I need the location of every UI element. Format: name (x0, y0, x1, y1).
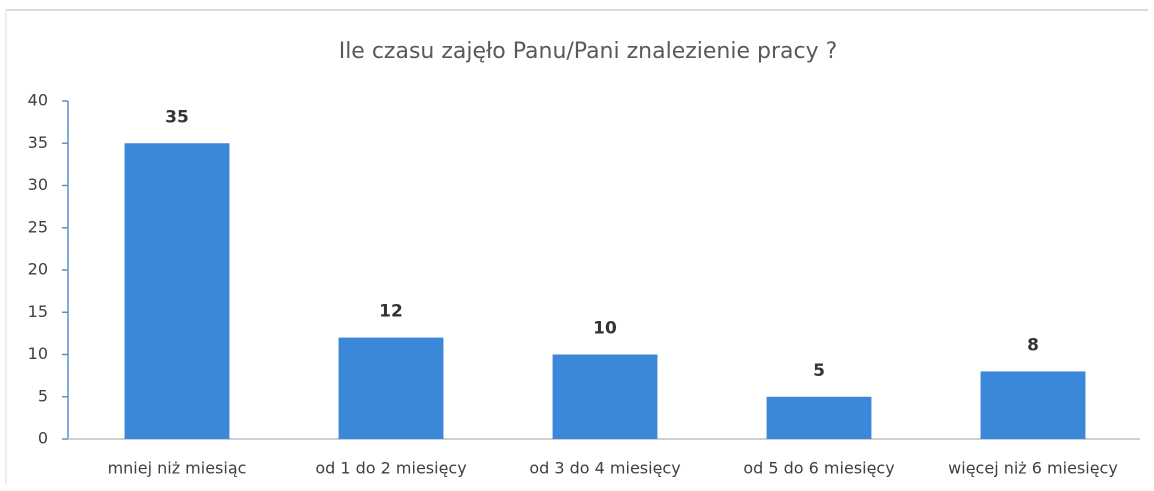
chart-title: Ile czasu zajęło Panu/Pani znalezienie p… (339, 39, 838, 64)
x-tick-label: mniej niż miesiąc (108, 459, 247, 478)
y-tick-label: 20 (28, 260, 48, 279)
y-tick-label: 5 (38, 386, 48, 405)
value-label: 5 (813, 361, 825, 381)
bar (124, 143, 230, 439)
x-tick-label: więcej niż 6 miesięcy (948, 459, 1118, 478)
y-tick-label: 10 (28, 344, 48, 363)
value-label: 8 (1027, 335, 1039, 355)
value-label: 12 (379, 302, 403, 322)
y-tick-label: 35 (28, 133, 48, 152)
x-tick-label: od 5 do 6 miesięcy (743, 459, 894, 478)
y-tick-label: 25 (28, 217, 48, 236)
x-tick-label: od 1 do 2 miesięcy (315, 459, 466, 478)
bar (766, 396, 872, 439)
x-tick-label: od 3 do 4 miesięcy (529, 459, 680, 478)
value-label: 10 (593, 319, 617, 339)
bar (980, 371, 1086, 439)
y-tick-label: 0 (38, 429, 48, 448)
y-tick-label: 40 (28, 91, 48, 110)
y-tick-label: 15 (28, 302, 48, 321)
value-label: 35 (165, 107, 189, 127)
bar (338, 337, 444, 439)
y-tick-label: 30 (28, 175, 48, 194)
bar (552, 354, 658, 439)
